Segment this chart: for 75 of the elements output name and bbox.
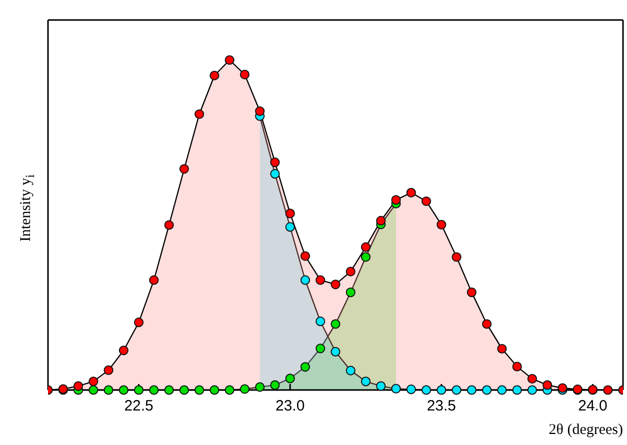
x-tick-label: 23.5 [426,398,456,415]
point [360,242,371,252]
point [527,385,538,395]
point [285,374,295,384]
point [240,70,250,80]
point [497,344,507,354]
point [194,109,204,119]
point [164,385,174,395]
point [512,362,522,372]
point [346,266,356,276]
point [406,384,416,394]
point [421,385,432,395]
point [421,196,432,206]
point [270,169,280,179]
point [436,385,446,395]
point [134,318,144,328]
point [391,384,401,394]
point [512,385,522,395]
x-tick-label: 24.0 [578,398,608,415]
point [603,385,613,395]
point [542,380,552,390]
point [210,70,220,80]
point [149,275,159,285]
x-tick-label: 23.0 [276,398,305,415]
point [391,195,401,205]
point [466,288,476,298]
point [497,385,507,395]
point [285,208,295,218]
point [104,365,114,375]
point [316,275,326,285]
point [194,385,204,395]
point [255,382,265,392]
point [300,362,310,372]
point [300,251,310,261]
point [376,381,386,391]
point [300,275,310,285]
point [406,188,416,198]
point [134,385,144,395]
point [224,385,234,395]
point [118,385,128,395]
point [360,252,371,262]
point [240,384,250,394]
point [270,158,280,168]
point [330,346,340,357]
point [285,222,295,232]
x-tick-label: 22.5 [124,398,154,415]
point [179,164,189,174]
point [224,55,234,65]
point [330,280,340,290]
point [316,316,326,326]
point [346,288,356,298]
point [179,385,189,395]
point [527,374,538,384]
point [149,385,159,395]
point [316,344,326,354]
point [104,385,114,395]
point [452,252,462,262]
point [88,385,98,395]
point [482,319,492,329]
point [436,220,446,230]
point [270,380,280,390]
point [360,376,371,386]
point [466,385,476,395]
point [73,381,84,391]
x-axis-title: 2θ (degrees) [548,422,623,438]
point [118,346,128,356]
point [210,385,220,395]
point [346,366,356,376]
point [330,319,340,329]
point [164,220,174,230]
point [88,376,98,386]
point [482,385,492,395]
point [255,106,265,116]
point [452,385,462,395]
point [376,216,386,226]
